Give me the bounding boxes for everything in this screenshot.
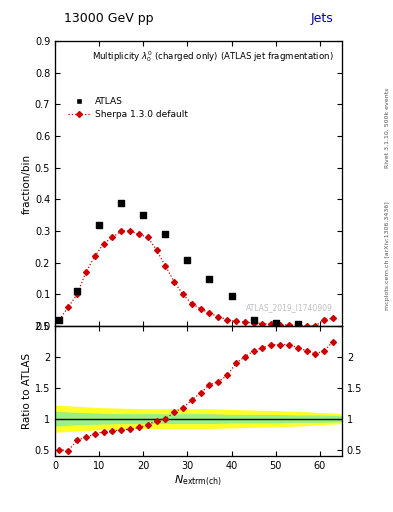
Text: Jets: Jets [310,12,333,25]
Sherpa 1.3.0 default [66,304,71,310]
Sherpa 1.3.0 default [92,253,97,260]
ATLAS [295,321,301,329]
Text: ATLAS_2019_I1740909: ATLAS_2019_I1740909 [246,303,333,312]
Sherpa 1.3.0 default [313,323,318,329]
ATLAS [56,315,62,324]
Sherpa 1.3.0 default [136,231,141,237]
Sherpa 1.3.0 default [207,310,212,316]
X-axis label: $N_{\mathrm{extrm(ch)}}$: $N_{\mathrm{extrm(ch)}}$ [174,473,222,488]
Sherpa 1.3.0 default [145,234,150,241]
ATLAS [273,319,279,327]
ATLAS [206,274,213,283]
Sherpa 1.3.0 default [331,315,336,321]
Sherpa 1.3.0 default [172,279,176,285]
Sherpa 1.3.0 default [128,228,132,234]
ATLAS [184,255,191,264]
ATLAS [250,315,257,324]
Sherpa 1.3.0 default [189,301,194,307]
Line: Sherpa 1.3.0 default: Sherpa 1.3.0 default [57,229,335,328]
Sherpa 1.3.0 default [154,247,159,253]
Text: 13000 GeV pp: 13000 GeV pp [64,12,153,25]
Text: Multiplicity $\lambda_0^0$ (charged only) (ATLAS jet fragmentation): Multiplicity $\lambda_0^0$ (charged only… [92,50,333,65]
Text: mcplots.cern.ch [arXiv:1306.3436]: mcplots.cern.ch [arXiv:1306.3436] [385,202,390,310]
Sherpa 1.3.0 default [163,263,168,269]
ATLAS [74,287,80,295]
Sherpa 1.3.0 default [57,316,62,323]
Sherpa 1.3.0 default [84,269,88,275]
ATLAS [96,221,102,229]
Sherpa 1.3.0 default [242,319,247,325]
Sherpa 1.3.0 default [278,322,283,328]
Sherpa 1.3.0 default [225,316,230,323]
Sherpa 1.3.0 default [216,313,221,319]
Sherpa 1.3.0 default [181,291,185,297]
Y-axis label: Ratio to ATLAS: Ratio to ATLAS [22,353,32,429]
Sherpa 1.3.0 default [198,306,203,312]
Sherpa 1.3.0 default [304,323,309,329]
Sherpa 1.3.0 default [260,321,265,327]
Sherpa 1.3.0 default [75,291,79,297]
Text: Rivet 3.1.10, 500k events: Rivet 3.1.10, 500k events [385,88,390,168]
ATLAS [118,199,124,207]
Sherpa 1.3.0 default [251,320,256,326]
ATLAS [162,230,169,238]
Y-axis label: fraction/bin: fraction/bin [22,154,32,214]
Sherpa 1.3.0 default [110,234,115,241]
Sherpa 1.3.0 default [322,316,327,323]
ATLAS [140,211,147,219]
Sherpa 1.3.0 default [119,228,123,234]
Sherpa 1.3.0 default [101,241,106,247]
Sherpa 1.3.0 default [269,321,274,327]
Sherpa 1.3.0 default [296,323,300,329]
ATLAS [228,292,235,300]
Sherpa 1.3.0 default [286,322,291,328]
Legend: ATLAS, Sherpa 1.3.0 default: ATLAS, Sherpa 1.3.0 default [68,97,188,119]
Sherpa 1.3.0 default [233,318,238,325]
